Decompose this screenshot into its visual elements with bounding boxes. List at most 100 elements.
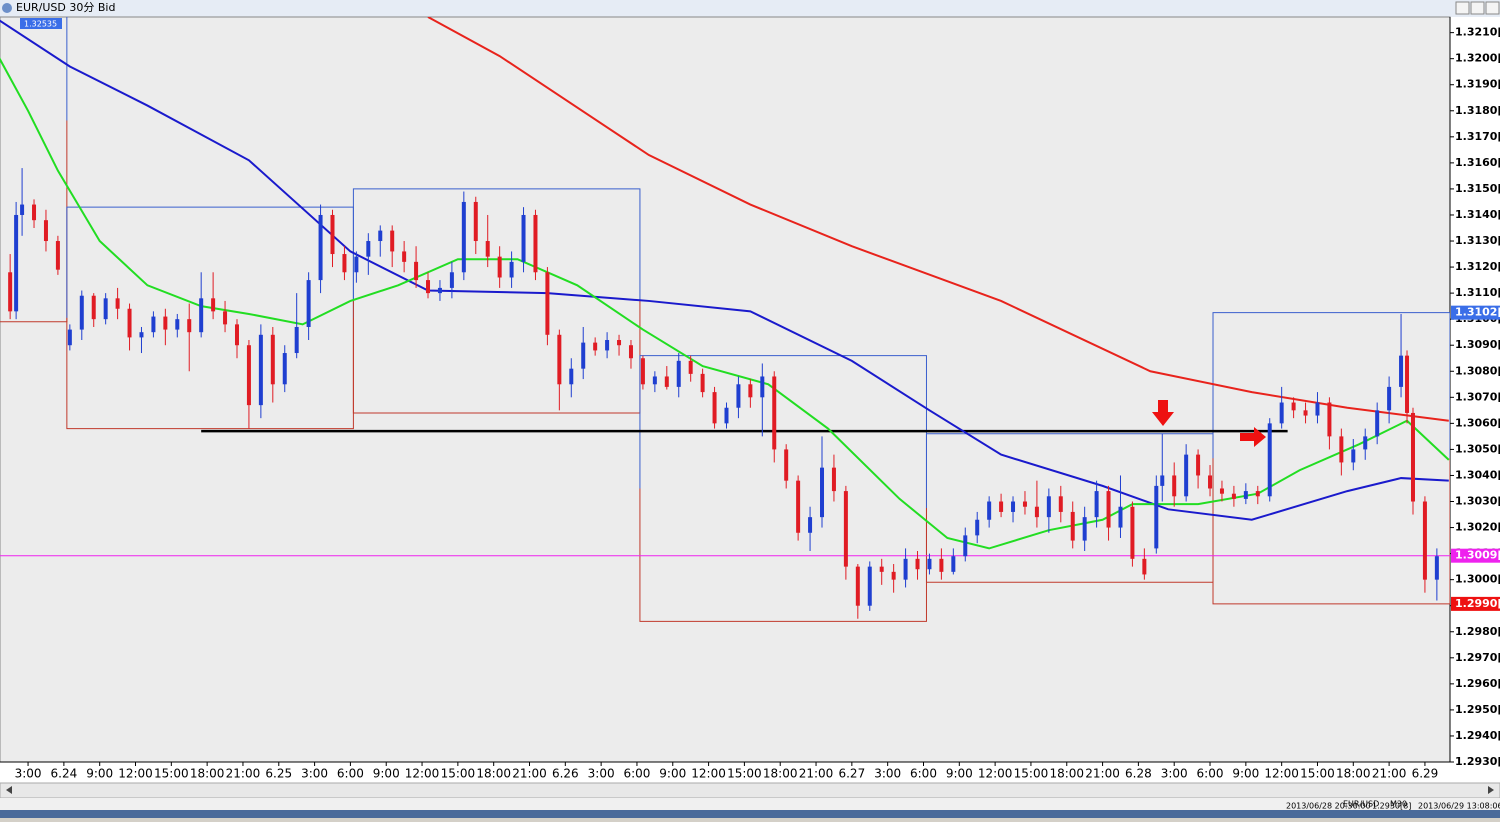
candle-body (939, 558, 944, 572)
candle-body (211, 298, 216, 312)
time-axis (0, 762, 1500, 783)
x-tick-label: 9:00 (946, 767, 973, 781)
close-button[interactable] (1485, 1, 1500, 15)
x-tick-label: 15:00 (154, 767, 189, 781)
candle-body (1172, 475, 1177, 497)
candle-body (1327, 402, 1332, 437)
candle-body (1106, 491, 1111, 528)
scroll-right[interactable] (1488, 786, 1494, 794)
candle-body (43, 220, 48, 242)
scrollbar[interactable] (0, 782, 1500, 799)
x-tick-label: 9:00 (1232, 767, 1259, 781)
candle-body (461, 201, 466, 273)
status-bar (0, 798, 1500, 810)
candle-body (1291, 402, 1296, 411)
candle-body (151, 316, 156, 333)
x-tick-label: 6.29 (1412, 767, 1439, 781)
candle-body (772, 376, 777, 450)
candle-body (1046, 496, 1051, 518)
candle-body (67, 329, 72, 346)
x-tick-label: 3:00 (301, 767, 328, 781)
candle-body (354, 256, 359, 273)
y-tick-label: 1.3050[0 (1455, 442, 1500, 455)
y-tick-label: 1.3020[0 (1455, 521, 1500, 534)
candle-body (664, 376, 669, 387)
candle-body (784, 449, 789, 481)
x-tick-label: 21:00 (1085, 767, 1120, 781)
plot-layer (0, 17, 1450, 622)
candle-body (318, 214, 323, 281)
y-tick-label: 1.3000[0 (1455, 573, 1500, 586)
x-tick-label: 18:00 (763, 767, 798, 781)
candle-body (843, 491, 848, 567)
candle-body (473, 201, 478, 242)
x-tick-label: 6.28 (1125, 767, 1152, 781)
candle-body (32, 204, 37, 221)
candle-body (1208, 475, 1213, 489)
price-tag-label: 1.2990[7 (1455, 597, 1500, 610)
maximize-button[interactable] (1470, 1, 1485, 15)
candle-body (963, 535, 968, 557)
x-tick-label: 3:00 (15, 767, 42, 781)
y-tick-label: 1.3090[0 (1455, 338, 1500, 351)
candle-body (497, 256, 502, 278)
candle-body (1196, 454, 1201, 476)
candle-body (688, 360, 693, 374)
candle-body (820, 467, 825, 518)
y-tick-label: 1.3060[0 (1455, 416, 1500, 429)
corner-tag-label: 1.32535 (24, 20, 57, 29)
candle-body (1219, 488, 1224, 494)
minimize-button[interactable] (1455, 1, 1470, 15)
candle-body (891, 571, 896, 580)
status-period[interactable]: M30 (1390, 800, 1407, 809)
x-tick-label: 6:00 (1197, 767, 1224, 781)
price-tag (1451, 305, 1500, 320)
candle-body (1405, 355, 1410, 413)
y-tick-label: 1.2950[0 (1455, 703, 1500, 716)
moving-average (427, 17, 1449, 422)
price-tag (1451, 548, 1500, 563)
candle-body (1184, 454, 1189, 497)
x-tick-label: 15:00 (1014, 767, 1049, 781)
y-tick-label: 1.2970[0 (1455, 651, 1500, 664)
candle-body (1339, 436, 1344, 463)
candle-body (414, 261, 419, 281)
candle-body (987, 501, 992, 520)
x-tick-label: 21:00 (799, 767, 834, 781)
candle-body (1130, 506, 1135, 559)
day-low-box (1212, 458, 1450, 605)
x-tick-label: 3:00 (874, 767, 901, 781)
candle-body (581, 342, 586, 369)
candle-body (163, 316, 168, 330)
candle-body (79, 295, 84, 330)
candle-body (1387, 386, 1392, 411)
candle-body (1231, 493, 1236, 499)
x-tick-label: 15:00 (441, 767, 476, 781)
candle-body (437, 287, 442, 294)
y-tick-label: 1.3190[0 (1455, 78, 1500, 91)
candle-body (1351, 449, 1356, 463)
y-tick-label: 1.3030[0 (1455, 495, 1500, 508)
candle-body (1279, 402, 1284, 424)
candle-body (521, 214, 526, 262)
status-symbol[interactable]: EUR/USD (1343, 800, 1379, 809)
x-tick-label: 18:00 (190, 767, 225, 781)
candle-body (999, 501, 1004, 512)
candle-body (545, 272, 550, 335)
candle-body (55, 241, 60, 270)
x-tick-label: 3:00 (588, 767, 615, 781)
candle-body (1375, 410, 1380, 437)
window-icon (2, 3, 12, 13)
y-tick-label: 1.3110[0 (1455, 286, 1500, 299)
candle-body (593, 342, 598, 351)
price-tag-label: 1.3009[2 (1455, 549, 1500, 562)
candle-body (1154, 485, 1159, 549)
candle-body (402, 251, 407, 262)
candle-body (975, 519, 980, 536)
candle-body (1315, 402, 1320, 416)
candle-body (1094, 491, 1099, 518)
scroll-left[interactable] (6, 786, 12, 794)
y-tick-label: 1.2930[0 (1455, 755, 1500, 768)
